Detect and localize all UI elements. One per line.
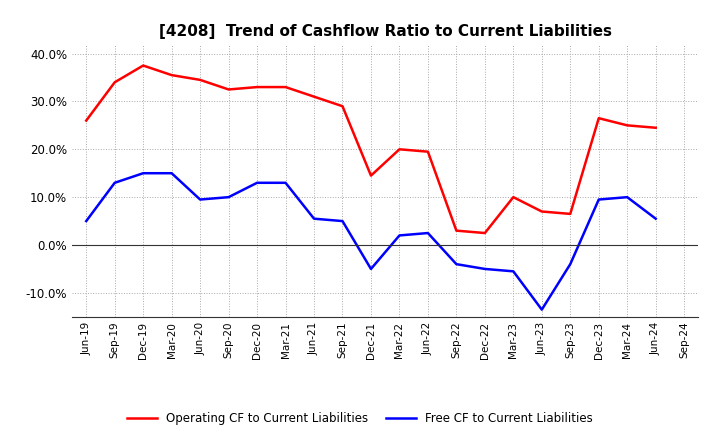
Free CF to Current Liabilities: [595, 197, 603, 202]
Operating CF to Current Liabilities: [196, 77, 204, 83]
Operating CF to Current Liabilities: [82, 118, 91, 123]
Operating CF to Current Liabilities: [623, 123, 631, 128]
Free CF to Current Liabilities: [338, 218, 347, 224]
Operating CF to Current Liabilities: [139, 63, 148, 68]
Operating CF to Current Liabilities: [110, 80, 119, 85]
Free CF to Current Liabilities: [225, 194, 233, 200]
Line: Free CF to Current Liabilities: Free CF to Current Liabilities: [86, 173, 656, 310]
Free CF to Current Liabilities: [652, 216, 660, 221]
Operating CF to Current Liabilities: [566, 211, 575, 216]
Legend: Operating CF to Current Liabilities, Free CF to Current Liabilities: Operating CF to Current Liabilities, Fre…: [122, 407, 598, 430]
Operating CF to Current Liabilities: [452, 228, 461, 233]
Operating CF to Current Liabilities: [480, 231, 489, 236]
Title: [4208]  Trend of Cashflow Ratio to Current Liabilities: [4208] Trend of Cashflow Ratio to Curren…: [158, 24, 612, 39]
Free CF to Current Liabilities: [452, 261, 461, 267]
Operating CF to Current Liabilities: [652, 125, 660, 130]
Free CF to Current Liabilities: [366, 266, 375, 271]
Free CF to Current Liabilities: [167, 171, 176, 176]
Free CF to Current Liabilities: [139, 171, 148, 176]
Free CF to Current Liabilities: [253, 180, 261, 185]
Free CF to Current Liabilities: [509, 269, 518, 274]
Operating CF to Current Liabilities: [509, 194, 518, 200]
Free CF to Current Liabilities: [310, 216, 318, 221]
Operating CF to Current Liabilities: [282, 84, 290, 90]
Free CF to Current Liabilities: [480, 266, 489, 271]
Operating CF to Current Liabilities: [225, 87, 233, 92]
Free CF to Current Liabilities: [423, 231, 432, 236]
Free CF to Current Liabilities: [537, 307, 546, 312]
Operating CF to Current Liabilities: [310, 94, 318, 99]
Operating CF to Current Liabilities: [537, 209, 546, 214]
Operating CF to Current Liabilities: [253, 84, 261, 90]
Line: Operating CF to Current Liabilities: Operating CF to Current Liabilities: [86, 66, 656, 233]
Operating CF to Current Liabilities: [338, 103, 347, 109]
Free CF to Current Liabilities: [566, 261, 575, 267]
Free CF to Current Liabilities: [110, 180, 119, 185]
Free CF to Current Liabilities: [623, 194, 631, 200]
Operating CF to Current Liabilities: [167, 73, 176, 78]
Free CF to Current Liabilities: [196, 197, 204, 202]
Free CF to Current Liabilities: [82, 218, 91, 224]
Free CF to Current Liabilities: [282, 180, 290, 185]
Operating CF to Current Liabilities: [595, 116, 603, 121]
Operating CF to Current Liabilities: [423, 149, 432, 154]
Free CF to Current Liabilities: [395, 233, 404, 238]
Operating CF to Current Liabilities: [366, 173, 375, 178]
Operating CF to Current Liabilities: [395, 147, 404, 152]
